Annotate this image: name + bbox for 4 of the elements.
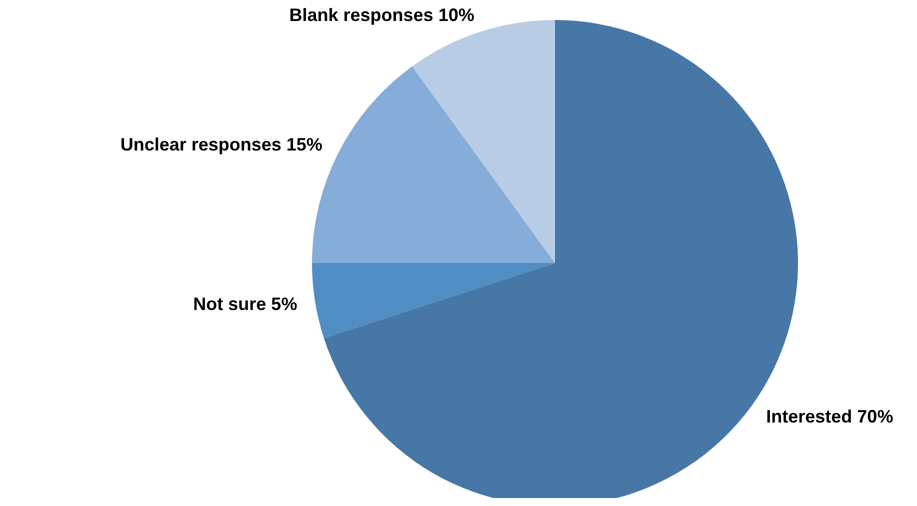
slice-label: Unclear responses 15% bbox=[120, 134, 322, 155]
slice-label: Blank responses 10% bbox=[289, 4, 474, 25]
slice-label: Not sure 5% bbox=[193, 294, 298, 314]
slice-label: Interested 70% bbox=[766, 406, 894, 426]
